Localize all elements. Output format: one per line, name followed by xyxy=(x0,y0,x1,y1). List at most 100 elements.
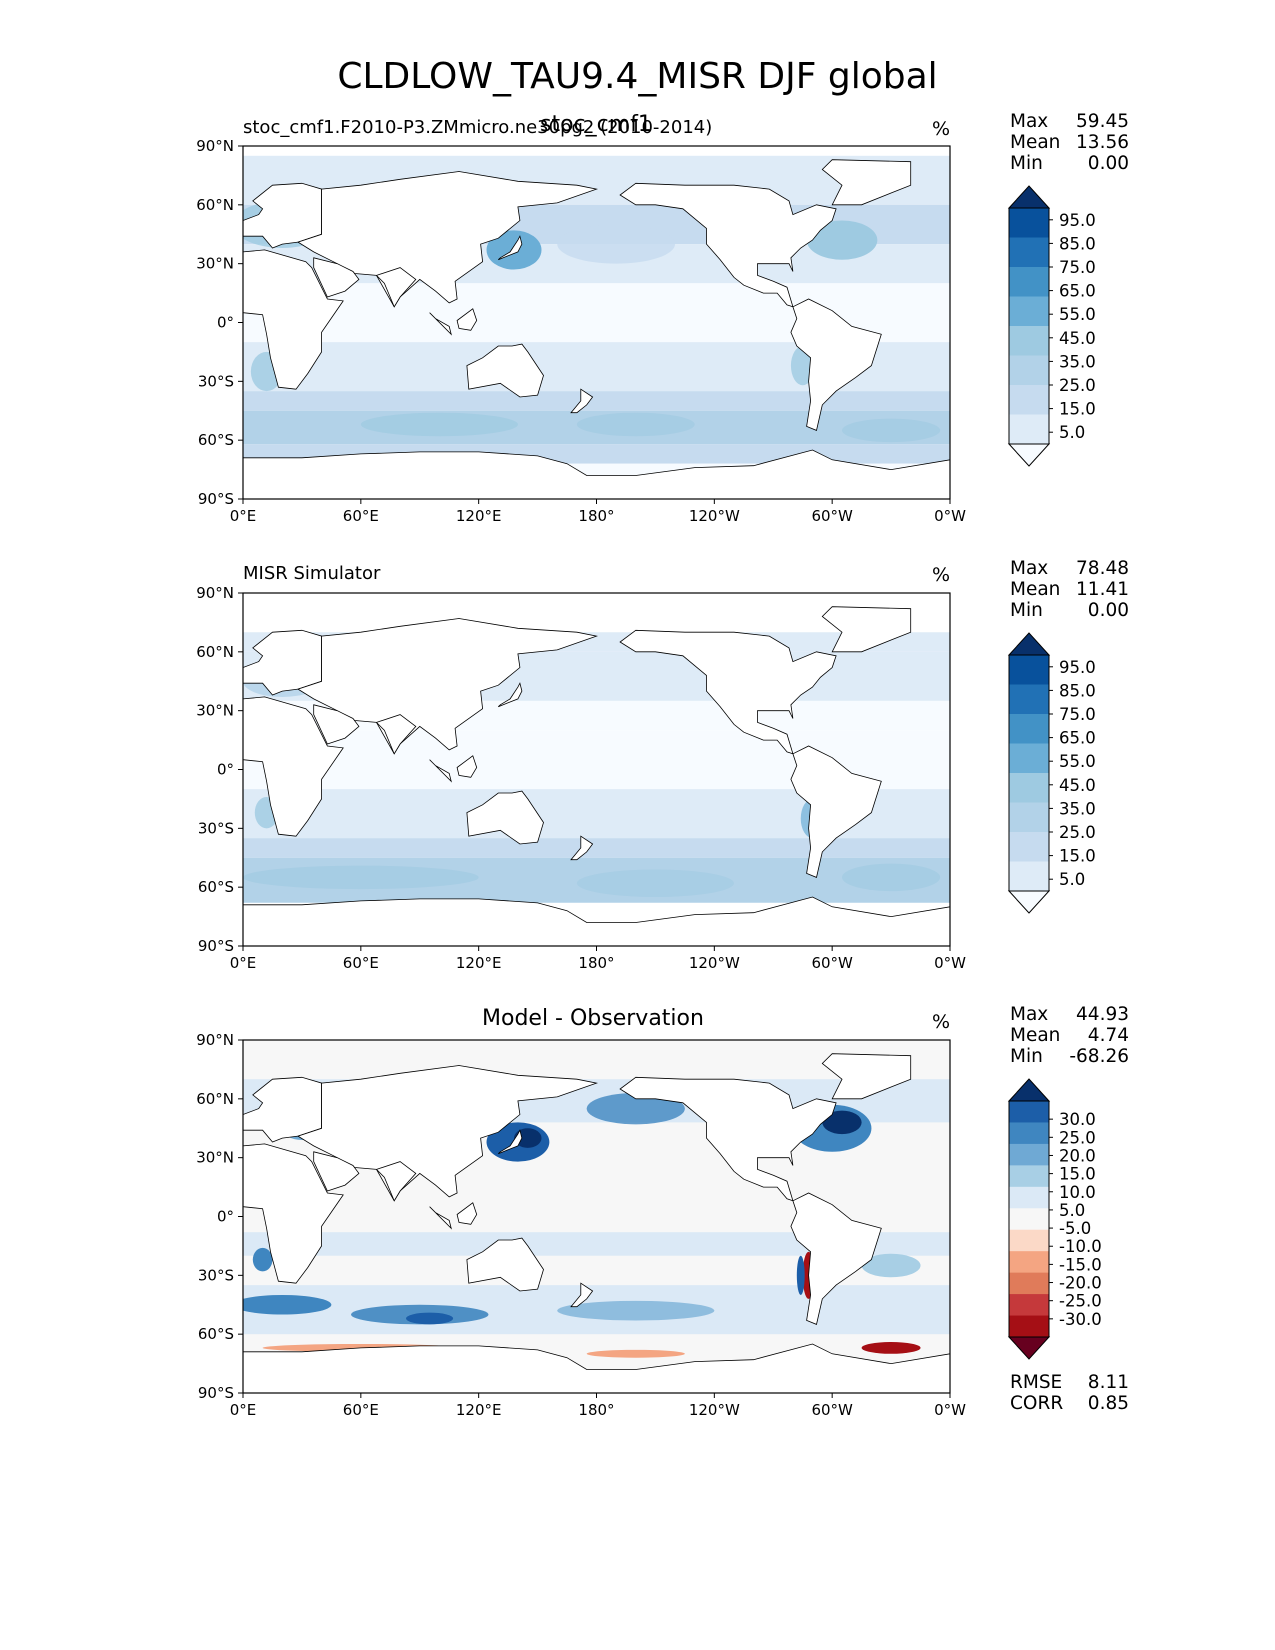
panel-1-landmass xyxy=(243,449,950,499)
y-tick-label: 90°N xyxy=(196,584,234,602)
panel-1-min-label: Min xyxy=(1010,153,1043,174)
panel-3-landmass xyxy=(619,1076,837,1202)
panel-3-max-value: 44.93 xyxy=(1076,1004,1129,1025)
colorbar-segment xyxy=(1009,1186,1049,1209)
colorbar-extend-max xyxy=(1007,185,1051,209)
panel-1-landmass xyxy=(821,159,912,206)
colorbar-tick-label: -25.0 xyxy=(1059,1292,1102,1311)
colorbar-tick-label: 75.0 xyxy=(1059,258,1096,277)
panel-2-landmass xyxy=(243,896,950,946)
x-tick-label: 0°W xyxy=(934,507,966,525)
colorbar-extend-max xyxy=(1007,1078,1051,1102)
x-tick-label: 60°W xyxy=(811,1401,853,1419)
x-tick-label: 120°W xyxy=(689,1401,740,1419)
panel-2-units: % xyxy=(932,564,951,586)
colorbar-segment xyxy=(1009,296,1049,327)
panel-3-min-label: Min xyxy=(1010,1046,1043,1067)
panel-2-min-value: 0.00 xyxy=(1087,600,1129,621)
figure-title: CLDLOW_TAU9.4_MISR DJF global xyxy=(337,56,938,97)
colorbar-tick-label: 15.0 xyxy=(1059,1165,1096,1184)
colorbar-tick-label: 95.0 xyxy=(1059,211,1096,230)
y-tick-label: 30°S xyxy=(198,372,234,390)
panel-3-corr-value: 0.85 xyxy=(1087,1393,1129,1414)
colorbar-frame xyxy=(1008,654,1050,892)
y-tick-label: 90°S xyxy=(198,1384,234,1402)
colorbar-segment xyxy=(1009,1101,1049,1123)
panel-1-landmass xyxy=(498,235,523,261)
y-tick-label: 60°N xyxy=(196,196,234,214)
panel-3-landmass xyxy=(466,1237,544,1292)
colorbar-segment xyxy=(1009,1165,1049,1188)
panel-2-left-title: MISR Simulator xyxy=(243,563,381,584)
y-tick-label: 30°N xyxy=(196,702,234,720)
colorbar-tick-label: 85.0 xyxy=(1059,681,1096,700)
colorbar-tick-label: 5.0 xyxy=(1059,870,1085,889)
colorbar-tick-label: 35.0 xyxy=(1059,352,1096,371)
colorbar-segment xyxy=(1009,237,1049,268)
x-tick-label: 120°W xyxy=(689,954,740,972)
colorbar-segment xyxy=(1009,861,1049,892)
colorbar-segment xyxy=(1009,414,1049,445)
y-tick-label: 60°N xyxy=(196,643,234,661)
y-tick-label: 90°N xyxy=(196,1031,234,1049)
x-tick-label: 120°E xyxy=(456,507,502,525)
colorbar-tick-label: 25.0 xyxy=(1059,823,1096,842)
panel-3-rmse-label: RMSE xyxy=(1010,1372,1063,1393)
panel-1-landmass xyxy=(619,182,837,308)
x-tick-label: 60°E xyxy=(343,1401,379,1419)
panel-3-landmass xyxy=(243,1143,344,1284)
y-tick-label: 30°N xyxy=(196,255,234,273)
colorbar-segment xyxy=(1009,1294,1049,1317)
y-tick-label: 60°S xyxy=(198,431,234,449)
panel-1-landmass xyxy=(243,249,344,390)
x-tick-label: 0°E xyxy=(230,1401,257,1419)
colorbar-segment xyxy=(1009,773,1049,803)
x-tick-label: 0°E xyxy=(230,954,257,972)
colorbar-tick-label: -5.0 xyxy=(1059,1219,1091,1238)
colorbar-segment xyxy=(1009,208,1049,238)
y-tick-label: 30°S xyxy=(198,819,234,837)
colorbar-frame xyxy=(1008,207,1050,445)
panel-2: 0°E 60°E 120°E 180° 120°W 60°W 0°W 90°N 60°N 30°N… xyxy=(196,584,1096,972)
x-tick-label: 180° xyxy=(578,954,614,972)
panel-1-landmass xyxy=(570,388,594,414)
colorbar-tick-label: -30.0 xyxy=(1059,1310,1102,1329)
panel-1-landmass xyxy=(375,267,417,308)
panel-2-landmass xyxy=(570,835,594,861)
panel-2-landmass xyxy=(429,759,452,783)
panel-2-field xyxy=(243,593,950,946)
colorbar-segment xyxy=(1009,1272,1049,1295)
colorbar-tick-label: 5.0 xyxy=(1059,423,1085,442)
panel-3-center-title: Model - Observation xyxy=(482,1006,704,1031)
x-tick-label: 60°W xyxy=(811,507,853,525)
panel-2-landmass xyxy=(790,745,882,878)
colorbar-segment xyxy=(1009,1229,1049,1252)
colorbar-segment xyxy=(1009,802,1049,833)
colorbar-tick-label: 5.0 xyxy=(1059,1201,1085,1220)
panel-1-max-value: 59.45 xyxy=(1076,111,1129,132)
panel-1-landmass xyxy=(313,257,360,298)
colorbar-tick-label: 65.0 xyxy=(1059,729,1096,748)
colorbar-tick-label: 65.0 xyxy=(1059,282,1096,301)
panel-3-mean-label: Mean xyxy=(1010,1025,1061,1046)
colorbar-tick-label: -10.0 xyxy=(1059,1237,1102,1256)
panel-1-landmass xyxy=(297,171,599,308)
x-tick-label: 60°W xyxy=(811,954,853,972)
y-tick-label: 90°S xyxy=(198,490,234,508)
x-tick-label: 180° xyxy=(578,1401,614,1419)
panel-1: 0°E 60°E 120°E 180° 120°W 60°W 0°W 90°N 60°N 30°N… xyxy=(196,137,1096,525)
y-tick-label: 60°S xyxy=(198,1325,234,1343)
y-tick-label: 30°N xyxy=(196,1149,234,1167)
colorbar-segment xyxy=(1009,385,1049,415)
colorbar-tick-label: 20.0 xyxy=(1059,1146,1096,1165)
y-tick-label: 90°S xyxy=(198,937,234,955)
colorbar-tick-label: 35.0 xyxy=(1059,799,1096,818)
panel-1-units: % xyxy=(932,118,951,140)
panel-2-landmass xyxy=(375,714,417,755)
panel-3-landmass xyxy=(313,1151,360,1192)
y-tick-label: 60°N xyxy=(196,1090,234,1108)
panel-3-rmse-value: 8.11 xyxy=(1087,1372,1129,1393)
panel-3-landmass xyxy=(821,1053,912,1100)
colorbar-tick-label: 45.0 xyxy=(1059,329,1096,348)
colorbar-tick-label: 85.0 xyxy=(1059,234,1096,253)
